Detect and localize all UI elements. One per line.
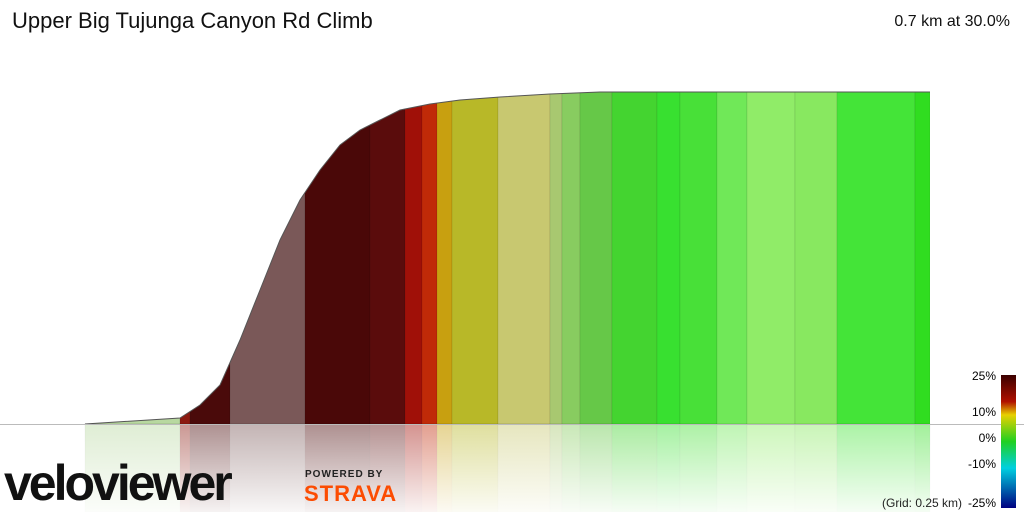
profile-stripe [229,92,306,424]
scale-label: 25% [972,369,996,383]
profile-stripe [436,92,453,424]
profile-stripes [85,92,930,424]
gradient-scale [1001,375,1016,508]
profile-stripe [369,92,406,424]
profile-stripe [85,92,181,424]
grid-note: (Grid: 0.25 km) [882,496,962,510]
scale-label: -10% [968,457,996,471]
profile-stripe [189,92,231,424]
profile-stripe [746,92,796,424]
profile-stripe [179,92,191,424]
brand-logo: veloviewer [4,455,232,511]
profile-outline [84,91,930,425]
profile-stripe [561,92,581,424]
profile-stripe [579,92,613,424]
profile-stripe [836,92,916,424]
scale-label: 10% [972,405,996,419]
profile-stripe [549,92,563,424]
reflection-fade [0,424,1024,512]
title: Upper Big Tujunga Canyon Rd Climb [12,8,373,33]
profile-stripe [611,92,658,424]
strava-logo: STRAVA [304,481,397,506]
profile-stripe [794,92,838,424]
powered-by: POWERED BY [305,469,383,480]
summary: 0.7 km at 30.0% [894,13,1010,30]
profile-stripe [451,92,499,424]
profile-stripe [914,92,930,424]
profile-stripe [421,92,438,424]
scale-label: -25% [968,496,996,510]
profile-stripe [304,92,371,424]
profile-stripe [716,92,748,424]
profile-stripe [679,92,718,424]
scale-label: 0% [979,431,997,445]
profile-stripe [656,92,681,424]
profile-stripe [497,92,551,424]
profile-stripe [404,92,423,424]
